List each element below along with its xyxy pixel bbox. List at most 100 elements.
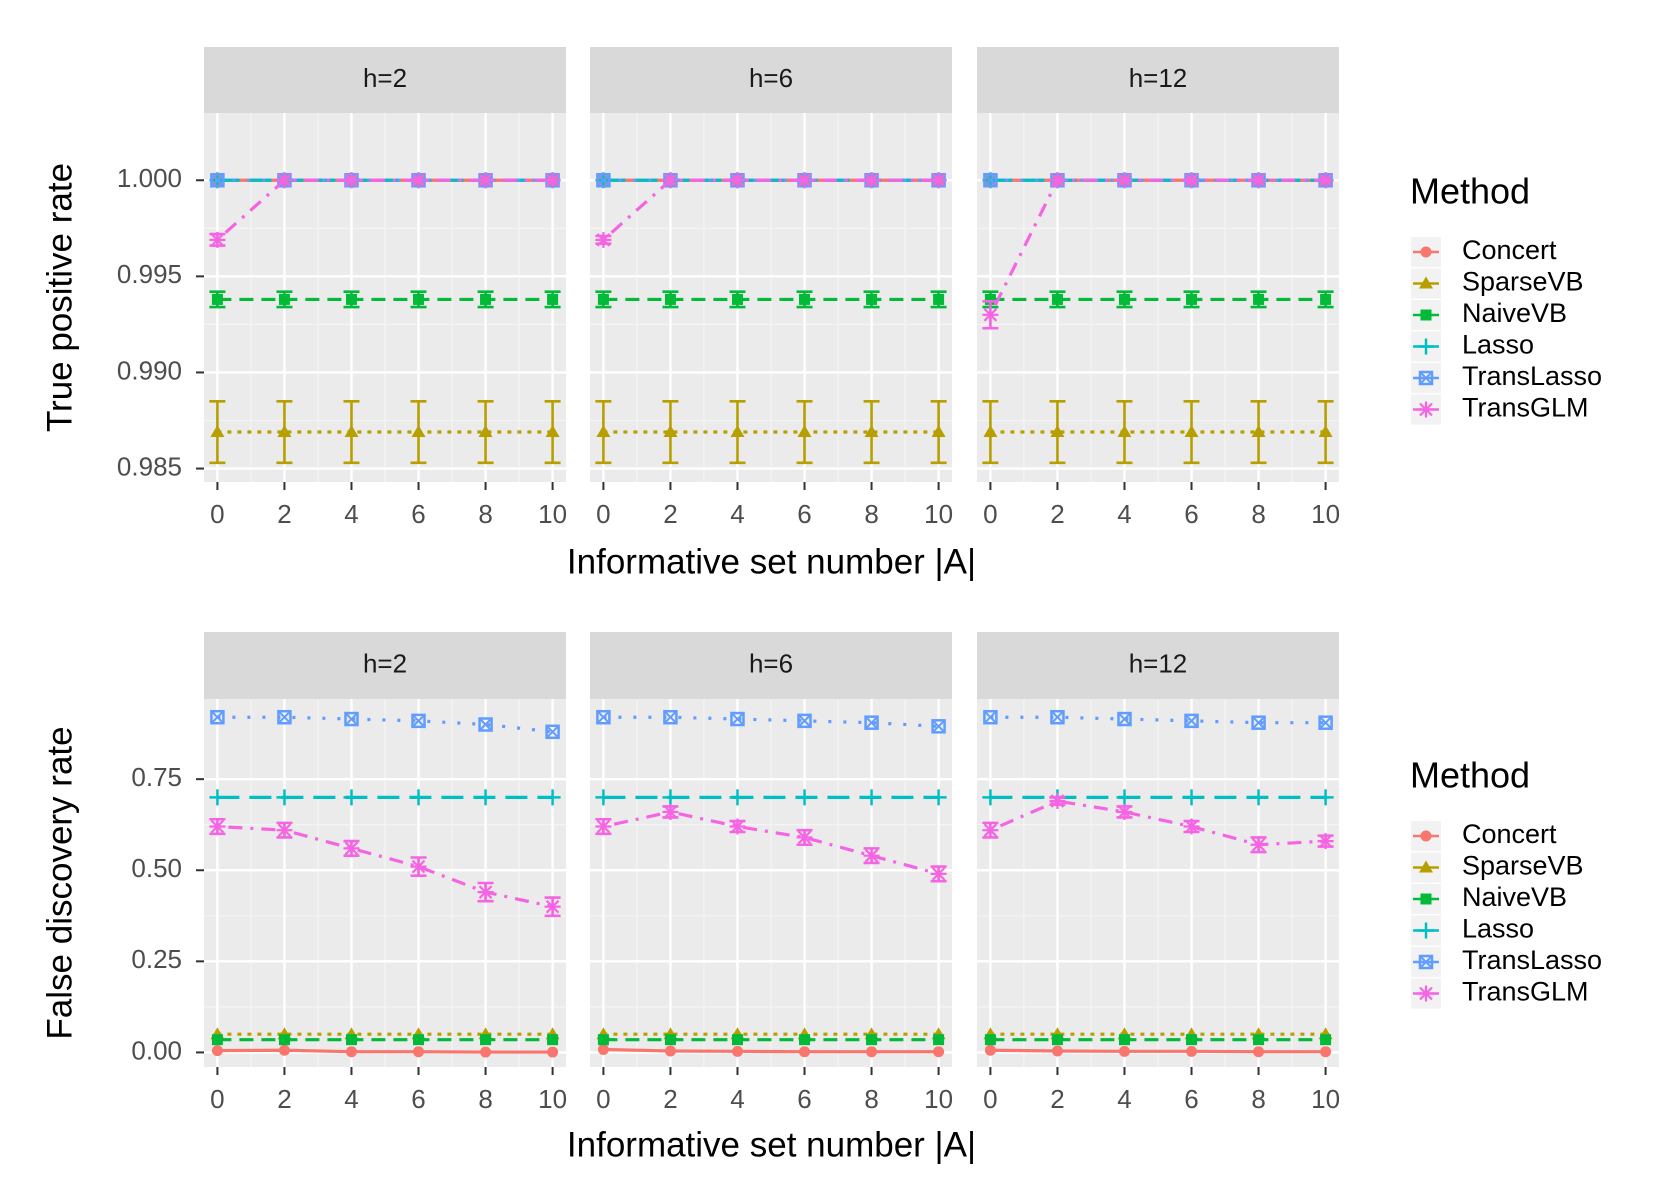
- data-point-naivevb: [664, 1034, 676, 1046]
- data-point-transglm: [1049, 793, 1066, 810]
- legend-key-marker: [1420, 246, 1432, 258]
- data-point-concert: [1118, 1045, 1130, 1057]
- data-point-translasso: [1117, 711, 1132, 727]
- facet-strip-label: h=12: [1129, 648, 1188, 678]
- x-tick-label: 2: [277, 499, 291, 529]
- data-point-sparsevb: [344, 425, 359, 438]
- legend-label: SparseVB: [1462, 267, 1584, 297]
- data-point-lasso: [796, 789, 813, 806]
- data-point-translasso: [478, 717, 493, 732]
- facet-strip-label: h=6: [749, 63, 793, 93]
- data-point-translasso: [1050, 709, 1065, 725]
- data-point-sparsevb: [596, 425, 611, 438]
- data-point-lasso: [544, 789, 561, 806]
- y-tick-label: 0.985: [117, 451, 182, 481]
- data-point-transglm: [1250, 172, 1267, 189]
- legend-key-marker: [1418, 370, 1434, 386]
- data-point-transglm: [1317, 172, 1334, 189]
- data-point-transglm: [595, 818, 612, 835]
- series-translasso: [596, 709, 946, 734]
- x-tick-label: 10: [924, 499, 953, 529]
- x-tick-label: 8: [864, 1084, 878, 1114]
- data-point-transglm: [276, 822, 293, 839]
- legend-label: TransLasso: [1462, 945, 1602, 975]
- x-tick-label: 10: [1311, 499, 1340, 529]
- legend-item-lasso: Lasso: [1411, 330, 1534, 362]
- series-naivevb: [209, 290, 561, 309]
- x-tick-label: 8: [864, 499, 878, 529]
- series-sparsevb: [595, 399, 947, 465]
- legend: Method ConcertSparseVBNaiveVBLassoTransLa…: [1410, 755, 1602, 1009]
- x-tick-label: 0: [983, 499, 997, 529]
- data-point-transglm: [729, 172, 746, 189]
- y-tick-label: 0.25: [131, 944, 182, 974]
- legend-item-naivevb: NaiveVB: [1411, 882, 1567, 914]
- data-point-sparsevb: [864, 425, 879, 438]
- legend-item-translasso: TransLasso: [1411, 361, 1602, 393]
- data-point-concert: [413, 1046, 425, 1058]
- series-line-transglm: [603, 810, 940, 876]
- x-tick-label: 6: [411, 1084, 425, 1114]
- x-tick-label: 0: [210, 499, 224, 529]
- data-point-transglm: [410, 858, 427, 875]
- data-point-concert: [278, 1044, 290, 1056]
- data-point-transglm: [276, 172, 293, 189]
- series-concert: [211, 1044, 559, 1058]
- facet-strip: [204, 632, 566, 699]
- data-point-transglm: [477, 884, 494, 901]
- facet-h-2: h=2 0 2 4 6 8 10: [204, 47, 567, 529]
- data-point-naivevb: [211, 293, 223, 305]
- series-transglm: [209, 172, 561, 248]
- data-point-sparsevb: [983, 425, 998, 438]
- x-tick-label: 2: [1050, 499, 1064, 529]
- series-lasso: [982, 789, 1334, 806]
- data-point-transglm: [1049, 172, 1066, 189]
- legend-item-concert: Concert: [1411, 819, 1557, 851]
- x-tick-label: 10: [924, 1084, 953, 1114]
- facet-h-12: h=12 0 2 4 6 8 10: [977, 632, 1340, 1114]
- facet-h-6: h=6 0 2 4 6 8 10: [590, 632, 953, 1114]
- data-point-lasso: [595, 789, 612, 806]
- data-point-translasso: [596, 709, 611, 725]
- facet-strip-label: h=2: [363, 63, 407, 93]
- series-line-concert: [603, 1047, 939, 1054]
- legend-label: TransGLM: [1462, 977, 1589, 1007]
- data-point-naivevb: [1253, 293, 1265, 305]
- x-tick-label: 2: [663, 1084, 677, 1114]
- legend-label: SparseVB: [1462, 851, 1584, 881]
- data-point-naivevb: [1253, 1034, 1265, 1046]
- data-point-naivevb: [1186, 1034, 1198, 1046]
- data-point-translasso: [1184, 713, 1199, 729]
- data-point-lasso: [276, 789, 293, 806]
- data-point-naivevb: [1320, 1034, 1332, 1046]
- data-point-concert: [731, 1045, 743, 1057]
- data-point-naivevb: [278, 1034, 290, 1046]
- data-point-naivevb: [799, 1034, 811, 1046]
- series-translasso: [983, 709, 1333, 730]
- data-point-transglm: [729, 818, 746, 835]
- data-point-transglm: [1250, 836, 1267, 853]
- data-point-translasso: [1318, 715, 1333, 730]
- legend-item-naivevb: NaiveVB: [1411, 298, 1567, 330]
- data-point-sparsevb: [797, 425, 812, 438]
- legend-item-transglm: TransGLM: [1411, 977, 1589, 1009]
- data-point-naivevb: [933, 293, 945, 305]
- data-point-lasso: [410, 789, 427, 806]
- x-tick-label: 10: [1311, 1084, 1340, 1114]
- series-naivevb: [597, 1034, 945, 1046]
- data-point-transglm: [982, 822, 999, 839]
- legend-item-concert: Concert: [1411, 235, 1557, 267]
- data-point-naivevb: [1051, 1034, 1063, 1046]
- facet-strip: [590, 47, 952, 113]
- x-tick-label: 4: [1117, 499, 1131, 529]
- series-line-concert: [990, 1048, 1326, 1054]
- series-concert: [597, 1044, 945, 1058]
- legend-item-transglm: TransGLM: [1411, 393, 1589, 425]
- data-point-translasso: [277, 709, 292, 725]
- y-tick-label: 0.00: [131, 1035, 182, 1065]
- data-point-transglm: [662, 803, 679, 820]
- legend-label: NaiveVB: [1462, 298, 1567, 328]
- y-tick-label: 0.990: [117, 355, 182, 385]
- data-point-transglm: [796, 829, 813, 846]
